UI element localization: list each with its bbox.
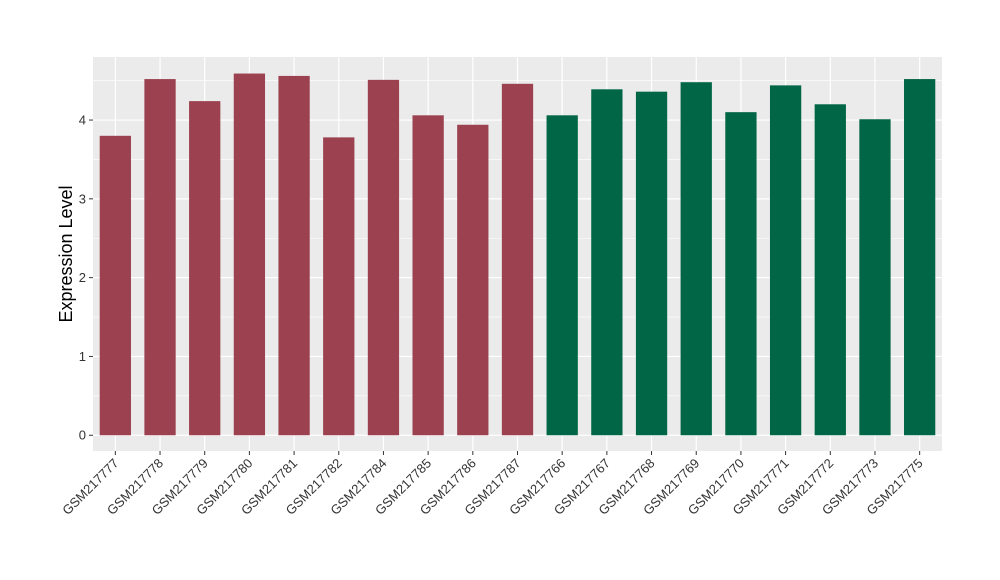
bar <box>278 75 310 436</box>
bar <box>591 89 623 436</box>
bar <box>769 85 802 436</box>
bar <box>680 82 712 436</box>
y-tick-label: 0 <box>79 428 86 443</box>
bar <box>189 101 221 436</box>
y-tick-label: 3 <box>79 191 86 206</box>
bar <box>501 83 534 436</box>
bar <box>99 135 131 436</box>
bar <box>546 115 578 436</box>
y-tick-label: 1 <box>79 349 86 364</box>
bar <box>725 112 757 436</box>
bar <box>323 137 355 436</box>
bar <box>412 115 444 436</box>
bar <box>144 79 176 436</box>
y-tick-label: 2 <box>79 270 86 285</box>
bar <box>814 104 846 436</box>
bar <box>457 124 489 436</box>
y-axis-title: Expression Level <box>56 185 76 322</box>
bars <box>99 73 936 436</box>
y-axis: 0 1 2 3 4 <box>79 113 93 443</box>
bar <box>904 79 936 436</box>
bar <box>233 73 266 436</box>
y-tick-label: 4 <box>79 113 86 128</box>
bar <box>635 91 668 436</box>
x-axis: GSM217777GSM217778GSM217779GSM217780GSM2… <box>59 451 926 518</box>
bar <box>859 119 891 436</box>
bar <box>367 79 400 436</box>
